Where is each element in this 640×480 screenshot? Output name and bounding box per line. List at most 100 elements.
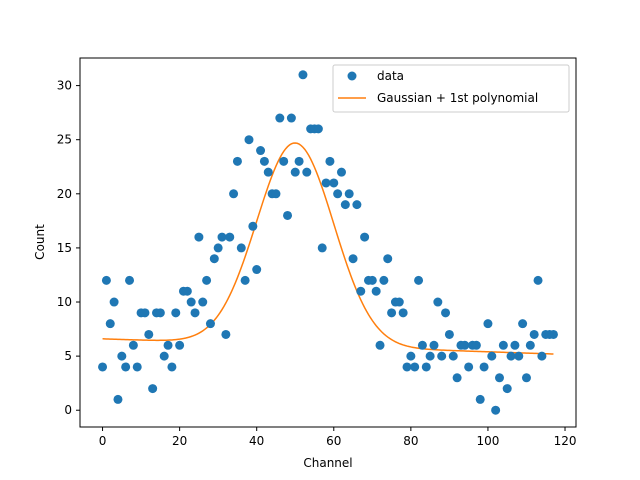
data-point bbox=[259, 156, 269, 166]
data-point bbox=[132, 362, 142, 372]
data-point bbox=[317, 243, 327, 253]
data-point bbox=[229, 189, 239, 199]
data-point bbox=[514, 351, 524, 361]
data-point bbox=[336, 167, 346, 177]
data-point bbox=[117, 351, 127, 361]
y-axis: 0 5 10 15 20 25 30 bbox=[57, 79, 80, 417]
data-point bbox=[360, 232, 370, 242]
data-point bbox=[125, 275, 135, 285]
data-point bbox=[406, 351, 416, 361]
data-point bbox=[494, 373, 504, 383]
y-tick-label: 0 bbox=[64, 403, 72, 417]
data-point bbox=[414, 275, 424, 285]
data-point bbox=[452, 373, 462, 383]
data-point bbox=[356, 286, 366, 296]
fit-curve bbox=[102, 142, 554, 355]
data-point bbox=[433, 297, 443, 307]
data-point bbox=[510, 340, 520, 350]
data-point bbox=[402, 362, 412, 372]
data-point bbox=[521, 373, 531, 383]
data-point bbox=[533, 275, 543, 285]
data-point bbox=[121, 362, 131, 372]
data-point bbox=[290, 167, 300, 177]
data-point bbox=[155, 308, 165, 318]
x-axis-label: Channel bbox=[303, 456, 352, 470]
y-tick-label: 20 bbox=[57, 187, 72, 201]
x-tick-label: 0 bbox=[99, 434, 107, 448]
data-point bbox=[217, 232, 227, 242]
data-point bbox=[202, 275, 212, 285]
data-point bbox=[98, 362, 108, 372]
data-point bbox=[256, 146, 266, 156]
data-point bbox=[425, 351, 435, 361]
x-tick-label: 60 bbox=[326, 434, 341, 448]
data-point bbox=[171, 308, 181, 318]
data-point bbox=[340, 200, 350, 210]
data-point bbox=[502, 384, 512, 394]
data-point bbox=[441, 308, 451, 318]
data-point bbox=[275, 113, 285, 123]
data-point bbox=[313, 124, 323, 134]
data-point bbox=[475, 394, 485, 404]
data-point bbox=[421, 362, 431, 372]
data-point bbox=[144, 329, 154, 339]
legend-fit-label: Gaussian + 1st polynomial bbox=[377, 91, 538, 105]
data-point bbox=[198, 297, 208, 307]
data-point bbox=[429, 340, 439, 350]
data-point bbox=[194, 232, 204, 242]
data-point bbox=[252, 265, 262, 275]
data-point bbox=[128, 340, 138, 350]
y-tick-label: 10 bbox=[57, 295, 72, 309]
data-point bbox=[232, 156, 242, 166]
data-point bbox=[221, 329, 231, 339]
data-point bbox=[537, 351, 547, 361]
data-point bbox=[448, 351, 458, 361]
data-point bbox=[186, 297, 196, 307]
data-point bbox=[148, 384, 158, 394]
legend-data-marker bbox=[347, 71, 357, 81]
data-points bbox=[98, 70, 558, 415]
axes-frame bbox=[79, 57, 577, 428]
data-point bbox=[548, 329, 558, 339]
legend-data-label: data bbox=[377, 69, 404, 83]
data-point bbox=[283, 210, 293, 220]
legend: data Gaussian + 1st polynomial bbox=[332, 64, 570, 113]
data-point bbox=[298, 70, 308, 80]
data-point bbox=[205, 319, 215, 329]
data-point bbox=[225, 232, 235, 242]
data-point bbox=[244, 135, 254, 145]
data-point bbox=[294, 156, 304, 166]
data-point bbox=[344, 189, 354, 199]
x-axis: 0 20 40 60 80 100 120 bbox=[99, 427, 576, 448]
data-point bbox=[487, 351, 497, 361]
data-point bbox=[471, 340, 481, 350]
data-point bbox=[444, 329, 454, 339]
data-point bbox=[248, 221, 258, 231]
data-point bbox=[506, 351, 516, 361]
data-point bbox=[367, 275, 377, 285]
data-point bbox=[263, 167, 273, 177]
data-point bbox=[109, 297, 119, 307]
y-tick-label: 15 bbox=[57, 241, 72, 255]
data-point bbox=[140, 308, 150, 318]
data-point bbox=[321, 178, 331, 188]
data-point bbox=[271, 189, 281, 199]
data-point bbox=[325, 156, 335, 166]
data-point bbox=[383, 254, 393, 264]
data-point bbox=[329, 178, 339, 188]
data-point bbox=[410, 362, 420, 372]
data-point bbox=[159, 351, 169, 361]
x-tick-label: 100 bbox=[476, 434, 499, 448]
y-tick-label: 25 bbox=[57, 133, 72, 147]
data-point bbox=[483, 319, 493, 329]
data-point bbox=[182, 286, 192, 296]
data-point bbox=[113, 394, 123, 404]
data-point bbox=[417, 340, 427, 350]
data-point bbox=[286, 113, 296, 123]
data-point bbox=[498, 340, 508, 350]
data-point bbox=[279, 156, 289, 166]
data-point bbox=[105, 319, 115, 329]
data-point bbox=[348, 254, 358, 264]
data-point bbox=[379, 275, 389, 285]
